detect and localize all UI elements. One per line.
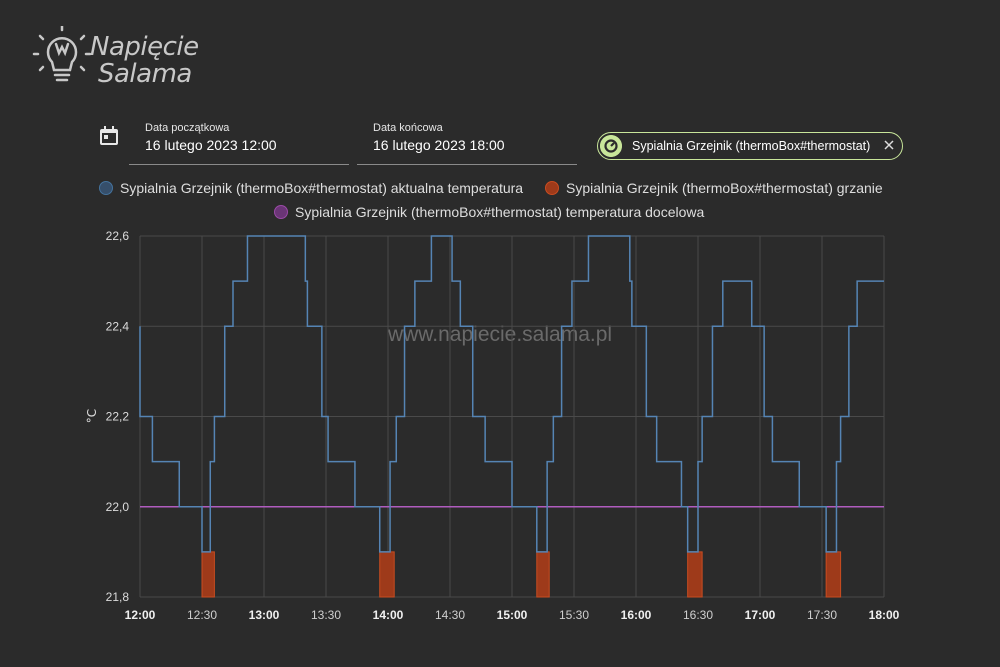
x-tick-label: 14:30: [435, 608, 465, 622]
x-tick-label: 18:00: [869, 608, 900, 622]
legend-swatch-target: [274, 205, 288, 219]
entity-chip-label: Sypialnia Grzejnik (thermoBox#thermostat…: [632, 139, 871, 153]
legend-swatch-heating: [545, 181, 559, 195]
logo-text: Napięcie Salama: [90, 34, 199, 88]
y-tick-label: 22,0: [106, 500, 130, 514]
watermark-text: www.napiecie.salama.pl: [387, 323, 612, 346]
end-date-label: Data końcowa: [373, 122, 443, 134]
heating-band: [201, 551, 215, 598]
legend-swatch-temperature: [99, 181, 113, 195]
end-date-value[interactable]: 16 lutego 2023 18:00: [373, 137, 505, 153]
napiecie-salama-logo: [32, 26, 92, 82]
temperature-series-line: [139, 235, 884, 553]
x-tick-label: 14:00: [373, 608, 404, 622]
x-tick-label: 13:00: [249, 608, 280, 622]
x-tick-label: 16:30: [683, 608, 713, 622]
start-date-value[interactable]: 16 lutego 2023 12:00: [145, 137, 277, 153]
y-tick-label: 22,6: [106, 229, 130, 243]
entity-chip[interactable]: Sypialnia Grzejnik (thermoBox#thermostat…: [597, 132, 903, 160]
y-tick-label: 21,8: [106, 590, 130, 604]
x-tick-label: 15:00: [497, 608, 528, 622]
legend-label-heating: Sypialnia Grzejnik (thermoBox#thermostat…: [566, 180, 883, 196]
heating-band: [687, 551, 703, 598]
x-tick-label: 16:00: [621, 608, 652, 622]
calendar-icon[interactable]: [99, 126, 119, 146]
start-date-field[interactable]: Data początkowa 16 lutego 2023 12:00: [129, 118, 349, 165]
start-date-label: Data początkowa: [145, 122, 230, 134]
end-date-field[interactable]: Data końcowa 16 lutego 2023 18:00: [357, 118, 577, 165]
logo-line1: Napięcie: [90, 32, 199, 62]
x-tick-label: 17:00: [745, 608, 776, 622]
legend-label-target: Sypialnia Grzejnik (thermoBox#thermostat…: [295, 204, 705, 220]
heating-band: [536, 551, 550, 598]
heating-band: [825, 551, 842, 598]
lightbulb-icon: [32, 26, 92, 82]
heating-band: [379, 551, 395, 598]
x-tick-label: 12:00: [125, 608, 156, 622]
y-tick-label: 22,2: [106, 410, 130, 424]
close-icon[interactable]: [882, 138, 896, 152]
thermostat-icon: [600, 135, 622, 157]
y-tick-label: 22,4: [106, 319, 130, 333]
x-tick-label: 17:30: [807, 608, 837, 622]
x-tick-label: 12:30: [187, 608, 217, 622]
y-axis-label: °C: [85, 409, 99, 423]
legend-label-temperature: Sypialnia Grzejnik (thermoBox#thermostat…: [120, 180, 524, 196]
x-tick-label: 13:30: [311, 608, 341, 622]
logo-line2: Salama: [98, 59, 192, 89]
x-tick-label: 15:30: [559, 608, 589, 622]
